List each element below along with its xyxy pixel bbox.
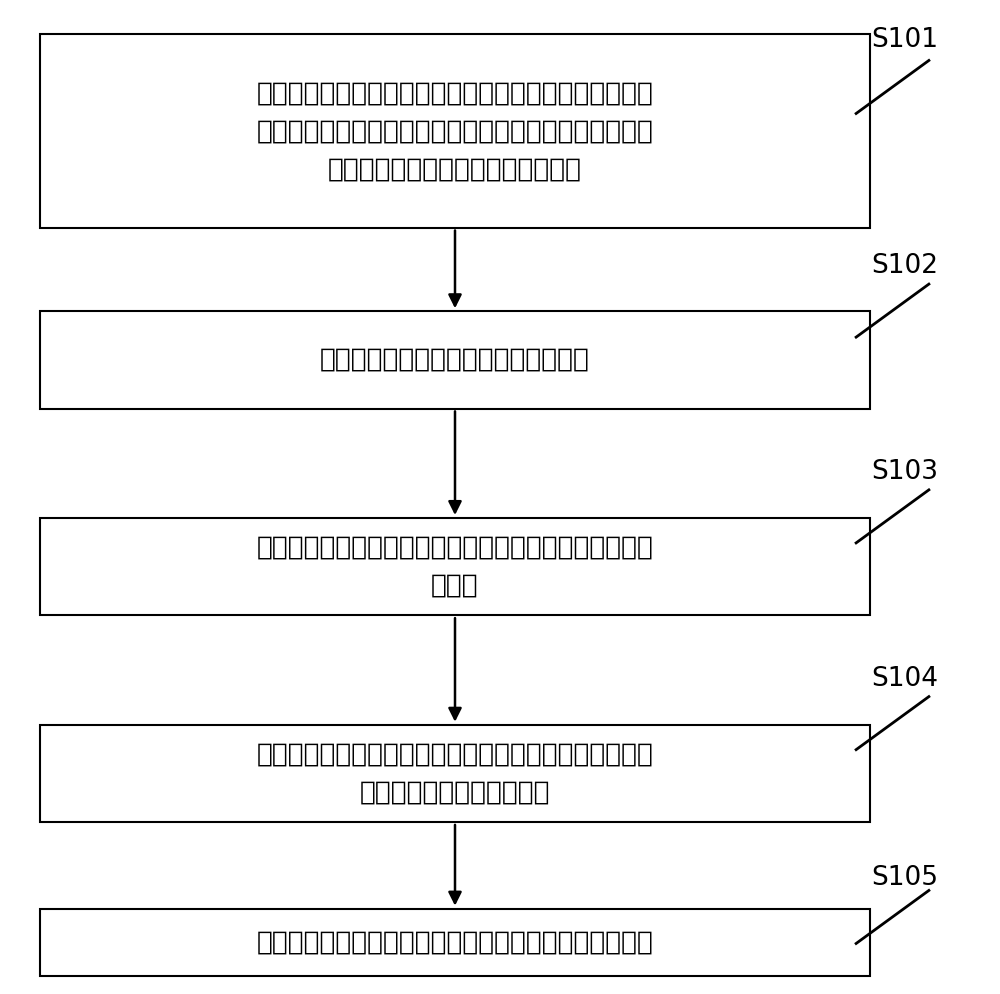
Text: S103: S103	[872, 459, 938, 485]
Bar	[40, 311, 870, 409]
Text: S101: S101	[872, 27, 938, 53]
Text: 获取关于所述校正误差的电流传感器电流自适应校正系数
可信度: 获取关于所述校正误差的电流传感器电流自适应校正系数 可信度	[257, 535, 653, 598]
Text: S102: S102	[872, 253, 938, 279]
Text: 对电流传感器所检测的动力电池采用充电机进行多次充电
校正检测，获取每次充电校正检测得到的充电机充电容量
与管理系统充电容量的充电容量差值: 对电流传感器所检测的动力电池采用充电机进行多次充电 校正检测，获取每次充电校正检…	[257, 81, 653, 182]
Bar	[40, 725, 870, 822]
Text: 采用所述电流传感器电流自适应校正系数可信度修正电流
传感器电流自适应校正系数: 采用所述电流传感器电流自适应校正系数可信度修正电流 传感器电流自适应校正系数	[257, 742, 653, 805]
Bar	[40, 34, 870, 229]
Bar	[40, 518, 870, 615]
Text: S104: S104	[872, 666, 938, 692]
Text: 采用所述电流传感器电流自适应校正系数校正电流传感器: 采用所述电流传感器电流自适应校正系数校正电流传感器	[257, 929, 653, 955]
Bar	[40, 909, 870, 976]
Text: S105: S105	[872, 865, 938, 891]
Text: 计算多个所述充电容量差值的校正误差: 计算多个所述充电容量差值的校正误差	[320, 347, 590, 373]
